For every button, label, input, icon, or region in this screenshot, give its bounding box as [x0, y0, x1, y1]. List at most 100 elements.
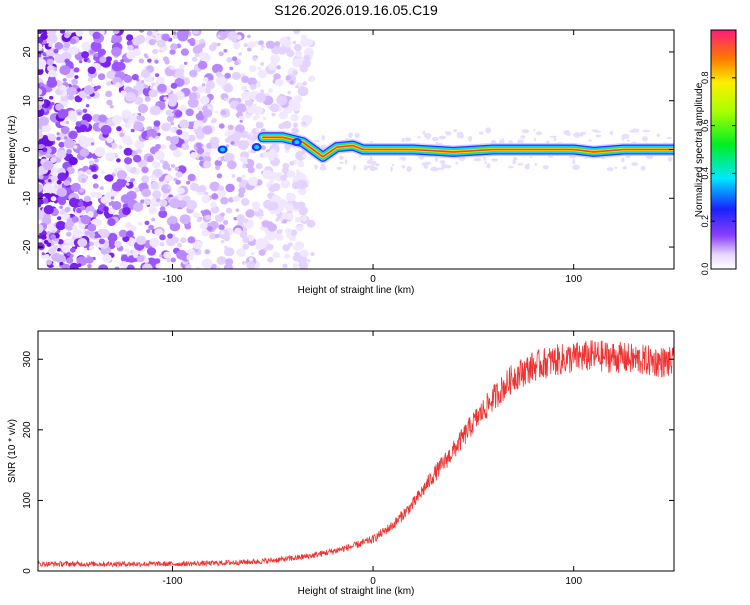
noise-speckle: [154, 59, 159, 64]
noise-speckle: [150, 174, 157, 181]
ridge-halo-speckle: [321, 135, 326, 141]
noise-speckle: [141, 188, 152, 198]
noise-speckle: [255, 121, 264, 129]
ridge-halo-speckle: [533, 129, 536, 132]
noise-speckle: [85, 169, 92, 175]
noise-speckle: [152, 162, 158, 167]
noise-speckle: [146, 155, 154, 163]
noise-speckle: [292, 263, 299, 269]
snr-frame: [37, 330, 675, 572]
noise-speckle: [81, 51, 89, 59]
noise-speckle: [257, 244, 263, 249]
noise-speckle: [267, 154, 275, 161]
noise-speckle: [233, 217, 238, 221]
noise-speckle: [295, 50, 303, 58]
noise-speckle: [48, 179, 52, 183]
noise-speckle: [179, 69, 185, 74]
noise-speckle: [125, 92, 136, 102]
noise-speckle: [103, 206, 109, 212]
noise-speckle: [70, 65, 74, 69]
noise-speckle: [240, 198, 250, 206]
noise-speckle: [197, 105, 203, 111]
noise-speckle: [66, 148, 72, 155]
noise-speckle: [288, 242, 293, 247]
noise-speckle: [177, 187, 185, 195]
noise-speckle: [100, 124, 112, 135]
noise-speckle: [175, 110, 183, 118]
noise-speckle: [186, 200, 198, 210]
noise-speckle: [196, 217, 202, 223]
noise-speckle: [100, 170, 105, 175]
noise-speckle: [110, 142, 118, 149]
spectrogram-ytick-label: 0: [22, 146, 33, 152]
noise-speckle: [218, 224, 225, 231]
noise-speckle: [125, 182, 130, 186]
noise-speckle: [108, 207, 116, 215]
noise-speckle: [83, 247, 88, 252]
ridge-halo-speckle: [517, 163, 524, 166]
snr-series-line: [38, 340, 674, 568]
noise-speckle: [88, 245, 95, 251]
noise-speckle: [52, 230, 56, 233]
ridge-halo-speckle: [656, 133, 660, 137]
noise-speckle: [163, 251, 172, 259]
noise-speckle: [236, 248, 246, 257]
noise-speckle: [296, 179, 308, 190]
snr-ytick-label: 100: [22, 492, 33, 509]
noise-speckle: [106, 136, 114, 144]
noise-speckle: [42, 197, 49, 203]
noise-speckle: [296, 169, 300, 173]
noise-speckle: [105, 152, 116, 162]
ridge-halo-speckle: [621, 157, 625, 163]
noise-speckle: [271, 112, 276, 117]
noise-speckle: [292, 122, 299, 128]
noise-speckle: [64, 32, 71, 39]
snr-ytick-label: 0: [22, 568, 33, 574]
noise-speckle: [280, 179, 291, 189]
noise-speckle: [151, 30, 158, 37]
noise-speckle: [66, 231, 72, 237]
noise-speckle: [106, 99, 113, 106]
noise-speckle: [87, 211, 94, 217]
noise-speckle: [38, 168, 45, 176]
noise-speckle: [152, 48, 158, 55]
noise-speckle: [268, 62, 278, 71]
snr-ytick-label: 300: [22, 350, 33, 367]
noise-speckle: [56, 149, 67, 159]
noise-speckle: [216, 256, 227, 265]
noise-speckle: [90, 191, 97, 198]
snr-xtick-label: 100: [565, 576, 582, 587]
noise-speckle: [305, 39, 313, 46]
noise-speckle: [78, 124, 88, 133]
noise-speckle: [92, 31, 101, 40]
noise-speckle: [190, 250, 195, 255]
noise-speckle: [260, 145, 266, 151]
noise-speckle: [220, 230, 225, 235]
noise-speckle: [111, 33, 123, 44]
noise-speckle: [172, 149, 182, 158]
noise-speckle: [298, 187, 307, 196]
noise-speckle: [129, 168, 136, 174]
noise-speckle: [87, 59, 91, 63]
noise-speckle: [276, 229, 283, 235]
noise-speckle: [176, 242, 183, 248]
noise-speckle: [46, 78, 58, 88]
noise-speckle: [282, 263, 288, 269]
noise-speckle: [169, 198, 181, 209]
spectrogram-xtick-label: -100: [162, 274, 182, 285]
ridge-halo-speckle: [593, 130, 602, 133]
noise-speckle: [203, 160, 212, 169]
noise-speckle: [159, 159, 165, 164]
noise-speckle: [94, 53, 99, 57]
ridge-halo-speckle: [392, 163, 395, 167]
noise-speckle: [209, 232, 217, 240]
ridge-halo-speckle: [406, 166, 412, 172]
ridge-halo-speckle: [375, 163, 380, 167]
ridge-halo-speckle: [566, 132, 571, 136]
noise-speckle: [282, 219, 288, 224]
noise-speckle: [223, 221, 228, 225]
noise-speckle: [164, 174, 173, 182]
noise-speckle: [265, 182, 271, 188]
noise-speckle: [187, 97, 199, 108]
